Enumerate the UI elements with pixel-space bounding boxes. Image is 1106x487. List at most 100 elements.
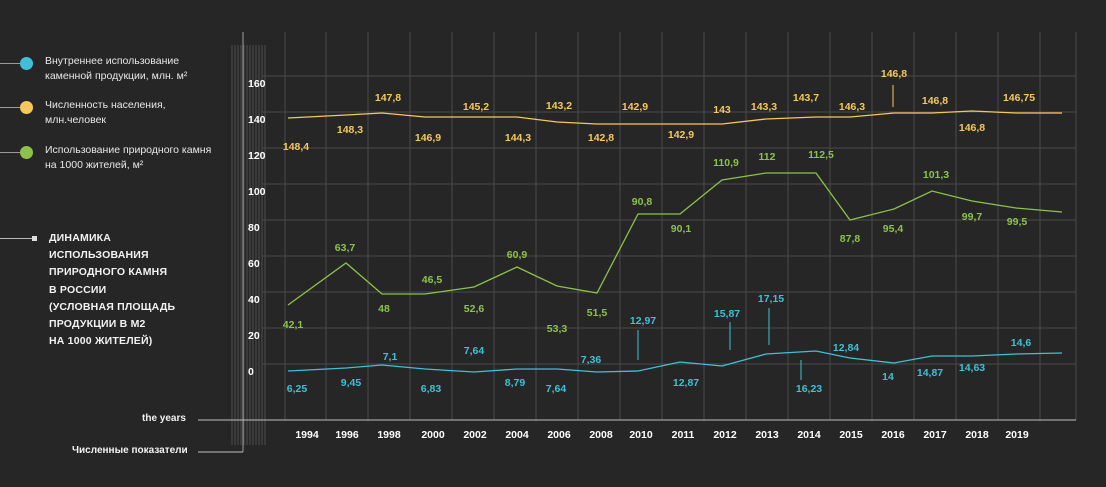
data-label: 142,9 — [668, 129, 694, 141]
data-label: 112,5 — [808, 149, 834, 161]
data-label: 6,25 — [287, 383, 308, 395]
x-tick-label: 2015 — [839, 429, 863, 441]
data-label: 7,1 — [383, 351, 398, 363]
x-tick-label: 2012 — [713, 429, 737, 441]
data-label: 146,3 — [839, 101, 865, 113]
y-tick-label: 160 — [248, 78, 266, 90]
y-tick-label: 20 — [248, 330, 260, 342]
y-tick-label: 0 — [248, 366, 254, 378]
data-label: 99,5 — [1007, 216, 1028, 228]
x-tick-label: 1994 — [295, 429, 319, 441]
series-line — [287, 110, 1062, 125]
data-label: 14,87 — [917, 367, 943, 379]
data-label: 112 — [759, 151, 776, 163]
data-label: 7,64 — [546, 383, 567, 395]
data-label: 101,3 — [923, 169, 949, 181]
data-label: 144,3 — [505, 132, 531, 144]
circle-dot-icon — [20, 146, 33, 159]
y-tick-label: 140 — [248, 114, 266, 126]
data-label: 46,5 — [422, 274, 443, 286]
data-label: 51,5 — [587, 307, 608, 319]
legend-label: Использование природного камня на 1000 ж… — [45, 144, 212, 171]
data-label: 146,8 — [881, 68, 907, 80]
data-label: 8,79 — [505, 377, 526, 389]
data-label: 52,6 — [464, 303, 485, 315]
data-label: 142,9 — [622, 101, 648, 113]
x-tick-label: 1998 — [377, 429, 401, 441]
legend-item-population: Численность населения, млн.человек — [0, 98, 220, 128]
data-label: 146,75 — [1003, 92, 1035, 104]
circle-dot-icon — [20, 101, 33, 114]
x-tick-label: 2018 — [965, 429, 989, 441]
data-label: 148,4 — [283, 141, 309, 153]
series-line — [287, 172, 1063, 306]
data-label: 7,64 — [464, 345, 485, 357]
data-label: 15,87 — [714, 308, 740, 320]
data-label: 143,2 — [546, 100, 572, 112]
data-label: 146,9 — [415, 132, 441, 144]
data-label: 16,23 — [796, 383, 822, 395]
data-label: 12,97 — [630, 315, 656, 327]
data-label: 146,8 — [959, 122, 985, 134]
data-label: 60,9 — [507, 249, 528, 261]
data-label: 145,2 — [463, 101, 489, 113]
x-tick-label: 2019 — [1005, 429, 1029, 441]
data-label: 14,63 — [959, 362, 985, 374]
data-label: 9,45 — [341, 377, 362, 389]
data-label: 90,8 — [632, 196, 653, 208]
data-label: 7,36 — [581, 354, 602, 366]
data-label: 143 — [713, 104, 731, 116]
series-line — [287, 350, 1063, 373]
data-label: 147,8 — [375, 92, 401, 104]
legend-connector — [0, 152, 22, 153]
y-tick-label: 120 — [248, 150, 266, 162]
x-tick-label: 1996 — [335, 429, 359, 441]
data-label: 110,9 — [713, 157, 739, 169]
data-label: 146,8 — [922, 95, 948, 107]
x-tick-label: 2016 — [881, 429, 905, 441]
data-label: 42,1 — [283, 319, 304, 331]
legend-connector — [0, 63, 22, 64]
data-label: 14,6 — [1011, 337, 1032, 349]
data-label: 99,7 — [962, 211, 983, 223]
data-label: 90,1 — [671, 223, 692, 235]
legend-label: Внутреннее использование каменной продук… — [45, 55, 188, 82]
data-label: 63,7 — [335, 242, 356, 254]
x-tick-label: 2000 — [421, 429, 445, 441]
legend-item-stone-per-1000: Использование природного камня на 1000 ж… — [0, 143, 220, 173]
y-tick-label: 60 — [248, 258, 260, 270]
data-label: 148,3 — [337, 124, 363, 136]
data-label: 142,8 — [588, 132, 614, 144]
data-label: 87,8 — [840, 233, 861, 245]
legend-item-stone-products: Внутреннее использование каменной продук… — [0, 54, 220, 84]
y-tick-label: 40 — [248, 294, 260, 306]
values-axis-label: Численные показатели — [72, 445, 188, 456]
legend-connector — [0, 107, 22, 108]
chart-title-block: ДИНАМИКА ИСПОЛЬЗОВАНИЯ ПРИРОДНОГО КАМНЯ … — [0, 230, 209, 350]
x-axis-label: the years — [142, 413, 186, 424]
x-tick-label: 2008 — [589, 429, 613, 441]
data-label: 53,3 — [547, 323, 568, 335]
x-tick-label: 2006 — [547, 429, 571, 441]
data-label: 143,7 — [793, 92, 819, 104]
x-tick-label: 2017 — [923, 429, 947, 441]
data-label: 14 — [882, 371, 894, 383]
chart-title: ДИНАМИКА ИСПОЛЬЗОВАНИЯ ПРИРОДНОГО КАМНЯ … — [49, 232, 176, 348]
x-tick-label: 2014 — [797, 429, 821, 441]
circle-dot-icon — [20, 57, 33, 70]
data-label: 12,87 — [673, 377, 699, 389]
square-bullet-icon — [32, 236, 37, 241]
y-tick-label: 100 — [248, 186, 266, 198]
data-label: 95,4 — [883, 223, 904, 235]
data-label: 17,15 — [758, 293, 784, 305]
y-tick-label: 80 — [248, 222, 260, 234]
x-tick-label: 2010 — [629, 429, 653, 441]
x-tick-label: 2002 — [463, 429, 487, 441]
x-tick-label: 2011 — [672, 429, 695, 441]
x-tick-label: 2013 — [755, 429, 779, 441]
data-label: 12,84 — [833, 342, 859, 354]
data-label: 6,83 — [421, 383, 442, 395]
legend-label: Численность населения, млн.человек — [45, 99, 166, 126]
data-label: 143,3 — [751, 101, 777, 113]
